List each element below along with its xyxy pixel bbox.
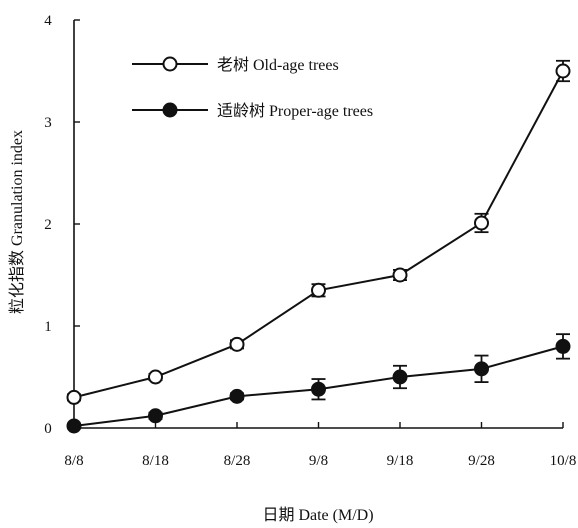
data-point — [474, 361, 489, 377]
data-point — [229, 388, 245, 404]
axes: 0 1 2 3 4 8/8 8/18 8/28 9/8 9/18 9/28 10/8 — [44, 13, 576, 469]
legend-item: 适龄树 Proper-age trees — [132, 102, 373, 120]
x-tick-label: 8/18 — [142, 453, 169, 469]
data-point — [311, 282, 326, 298]
data-point — [66, 389, 82, 405]
y-tick-label: 4 — [44, 13, 52, 29]
x-tick-label: 8/28 — [224, 453, 251, 469]
legend-label: 老树 Old-age trees — [217, 56, 339, 74]
y-tick-label: 2 — [44, 217, 52, 233]
data-point — [392, 267, 408, 283]
x-tick-label: 9/8 — [309, 453, 328, 469]
legend-label: 适龄树 Proper-age trees — [217, 102, 373, 120]
series-old-age-trees — [66, 59, 571, 405]
data-point — [555, 338, 571, 354]
data-point — [555, 63, 571, 79]
data-point — [148, 369, 163, 385]
y-tick-label: 3 — [44, 115, 52, 131]
legend-marker — [162, 102, 178, 118]
series-proper-age-trees — [66, 333, 571, 434]
data-point — [311, 381, 326, 397]
data-point — [229, 336, 245, 352]
x-tick-label: 9/28 — [468, 453, 495, 469]
x-axis-title: 日期 Date (M/D) — [262, 506, 373, 524]
legend: 老树 Old-age trees 适龄树 Proper-age trees — [132, 56, 373, 120]
y-tick-label: 1 — [44, 319, 52, 335]
x-tick-label: 9/18 — [387, 453, 414, 469]
data-point — [66, 418, 82, 434]
data-point — [392, 369, 408, 385]
legend-marker — [162, 56, 178, 72]
data-point — [474, 215, 489, 231]
data-point — [148, 408, 163, 424]
y-tick-label: 0 — [44, 421, 52, 437]
x-tick-label: 8/8 — [64, 453, 83, 469]
x-tick-label: 10/8 — [550, 453, 577, 469]
legend-item: 老树 Old-age trees — [132, 56, 339, 74]
y-axis-title: 粒化指数 Granulation index — [8, 130, 26, 314]
series-layer — [66, 59, 571, 434]
